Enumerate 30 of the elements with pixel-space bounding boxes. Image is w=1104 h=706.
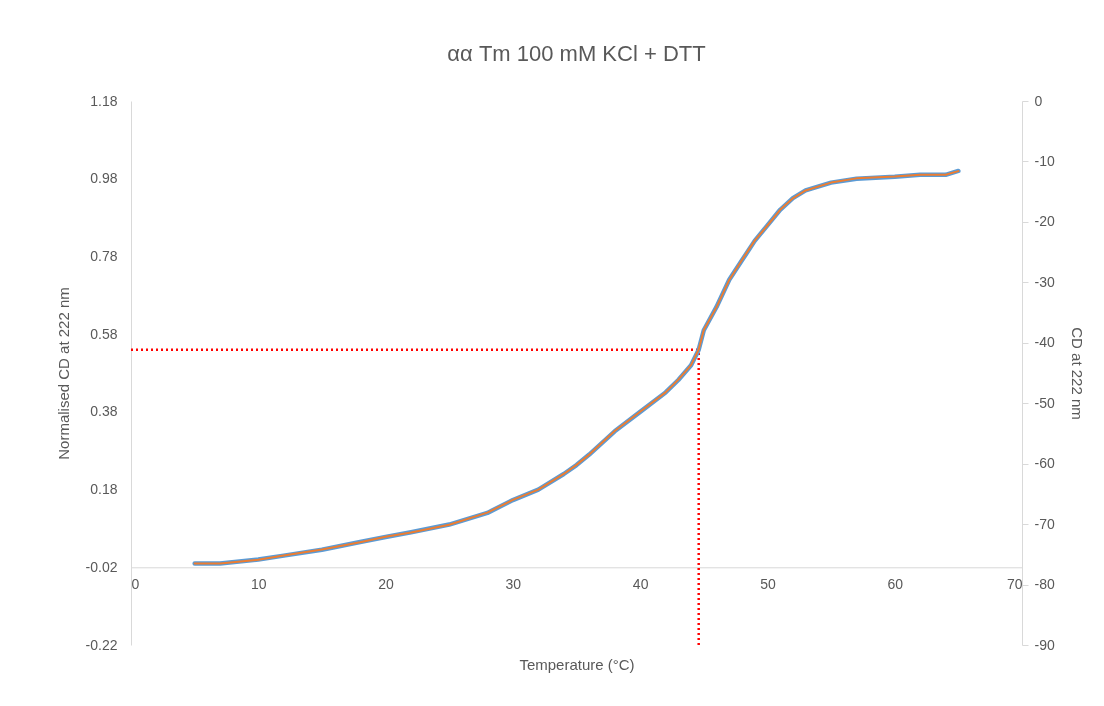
x-tick-label: 70 [1006, 575, 1023, 592]
y2-tick-label: -40 [1034, 334, 1055, 351]
y2-tick-label: -90 [1034, 636, 1055, 653]
x-tick-label: 20 [378, 575, 395, 592]
y-tick-label: 1.18 [90, 92, 118, 109]
x-tick-label: 40 [632, 575, 649, 592]
chart-title: αα Tm 100 mM KCl + DTT [447, 41, 706, 66]
x-tick-label: 60 [887, 575, 904, 592]
y-tick-label: -0.02 [85, 558, 118, 575]
y2-tick-label: -60 [1034, 455, 1055, 472]
y2-tick-label: -20 [1034, 213, 1055, 230]
y2-tick-label: -30 [1034, 273, 1055, 290]
y-tick-label: 0.18 [90, 481, 118, 498]
y2-tick-label: -80 [1034, 576, 1055, 593]
x-tick-label: 30 [505, 575, 522, 592]
y-tick-label: 0.58 [90, 325, 118, 342]
y-tick-label: 0.38 [90, 403, 118, 420]
y2-tick-label: 0 [1034, 92, 1043, 109]
y-axis-title: Normalised CD at 222 nm [54, 287, 72, 460]
x-tick-label: 10 [251, 575, 267, 592]
y-tick-label: 0.78 [90, 247, 118, 264]
y2-tick-label: -50 [1034, 394, 1055, 411]
y2-tick-label: -70 [1034, 515, 1055, 532]
x-tick-label: 0 [131, 575, 140, 592]
x-tick-label: 50 [760, 575, 776, 592]
y-tick-label: 0.98 [90, 170, 118, 187]
y2-tick-label: -10 [1034, 152, 1055, 169]
y-tick-label: -0.22 [85, 636, 118, 653]
y2-axis-title: CD at 222 nm [1068, 327, 1086, 420]
x-axis-title: Temperature (°C) [519, 655, 635, 673]
